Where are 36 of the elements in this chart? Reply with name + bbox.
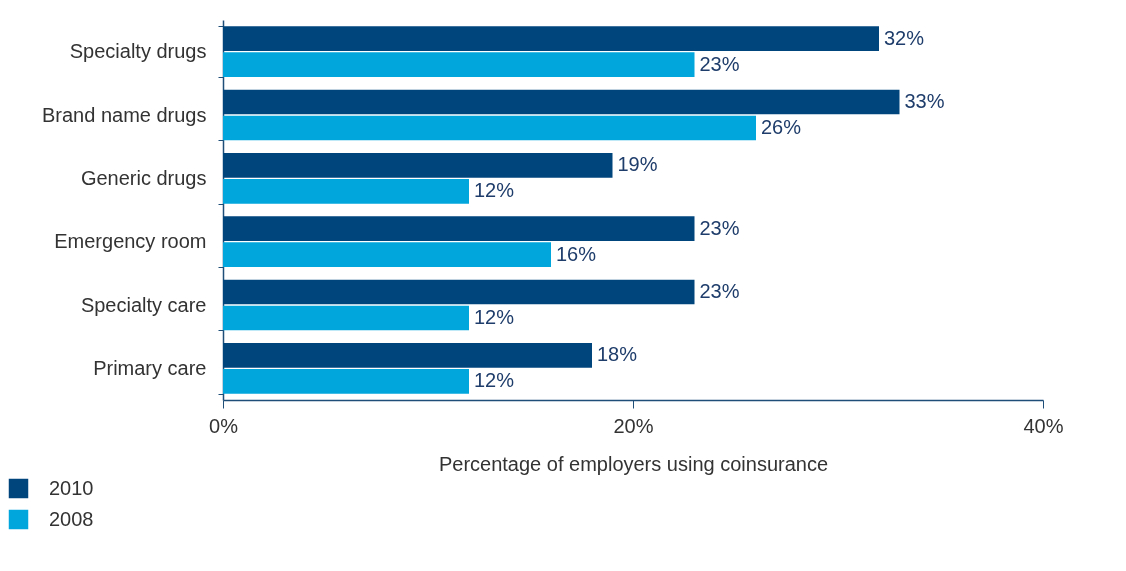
data-label: 26% (761, 115, 802, 138)
bar (223, 178, 469, 204)
data-label: 19% (617, 153, 658, 176)
bar (223, 242, 551, 267)
data-label: 23% (699, 280, 740, 303)
bar (223, 115, 756, 141)
data-label: 32% (884, 26, 925, 49)
data-label: 16% (556, 242, 597, 265)
y-tick-label: Specialty drugs (69, 40, 207, 63)
x-tick-label: 40% (1023, 414, 1064, 437)
data-label: 12% (474, 369, 515, 392)
bar (223, 153, 613, 178)
y-tick-label: Primary care (93, 356, 207, 379)
bar (223, 305, 469, 331)
bar (223, 216, 695, 242)
legend-label: 2010 (49, 476, 94, 499)
x-tick-label: 20% (613, 414, 654, 437)
y-tick-label: Generic drugs (80, 166, 207, 189)
y-tick-label: Brand name drugs (41, 103, 207, 126)
bar (223, 343, 592, 368)
bar (223, 52, 695, 77)
bar (223, 89, 900, 115)
y-tick-label: Specialty care (80, 293, 207, 316)
bar (223, 26, 879, 52)
y-tick-label: Emergency room (54, 230, 207, 253)
data-label: 23% (699, 216, 740, 239)
x-axis-title: Percentage of employers using coinsurance (438, 452, 829, 475)
legend-label: 2008 (49, 507, 94, 530)
data-label: 18% (597, 343, 638, 366)
data-label: 12% (474, 305, 515, 328)
data-label: 12% (474, 179, 515, 202)
x-tick-label: 0% (209, 414, 239, 437)
data-label: 33% (904, 90, 945, 113)
data-label: 23% (699, 52, 740, 75)
bar (223, 368, 469, 394)
bar (223, 279, 695, 305)
